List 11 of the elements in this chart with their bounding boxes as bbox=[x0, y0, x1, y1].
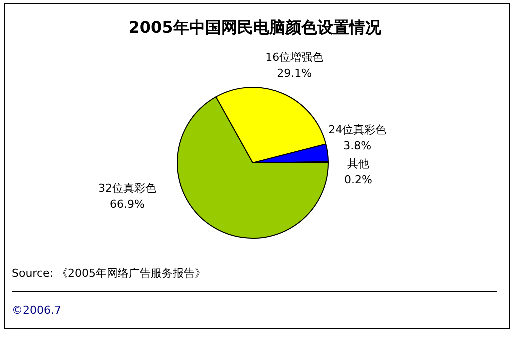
source-note: Source: 《2005年网络广告服务报告》 bbox=[12, 266, 206, 281]
slice-label: 24位真彩色 bbox=[328, 124, 387, 137]
slice-label: 其他 bbox=[348, 158, 370, 171]
text: ©2006.7 bbox=[12, 304, 62, 317]
data-label: 3.8% bbox=[344, 140, 372, 153]
slice-label: 32位真彩色 bbox=[98, 182, 156, 195]
data-label: 0.2% bbox=[344, 174, 372, 187]
data-label: 66.9% bbox=[110, 198, 145, 211]
slice-label: 16位增强色 bbox=[266, 50, 324, 64]
data-label: 29.1% bbox=[277, 66, 312, 80]
chart-title: 2005年中国网民电脑颜色设置情况 bbox=[128, 18, 382, 39]
